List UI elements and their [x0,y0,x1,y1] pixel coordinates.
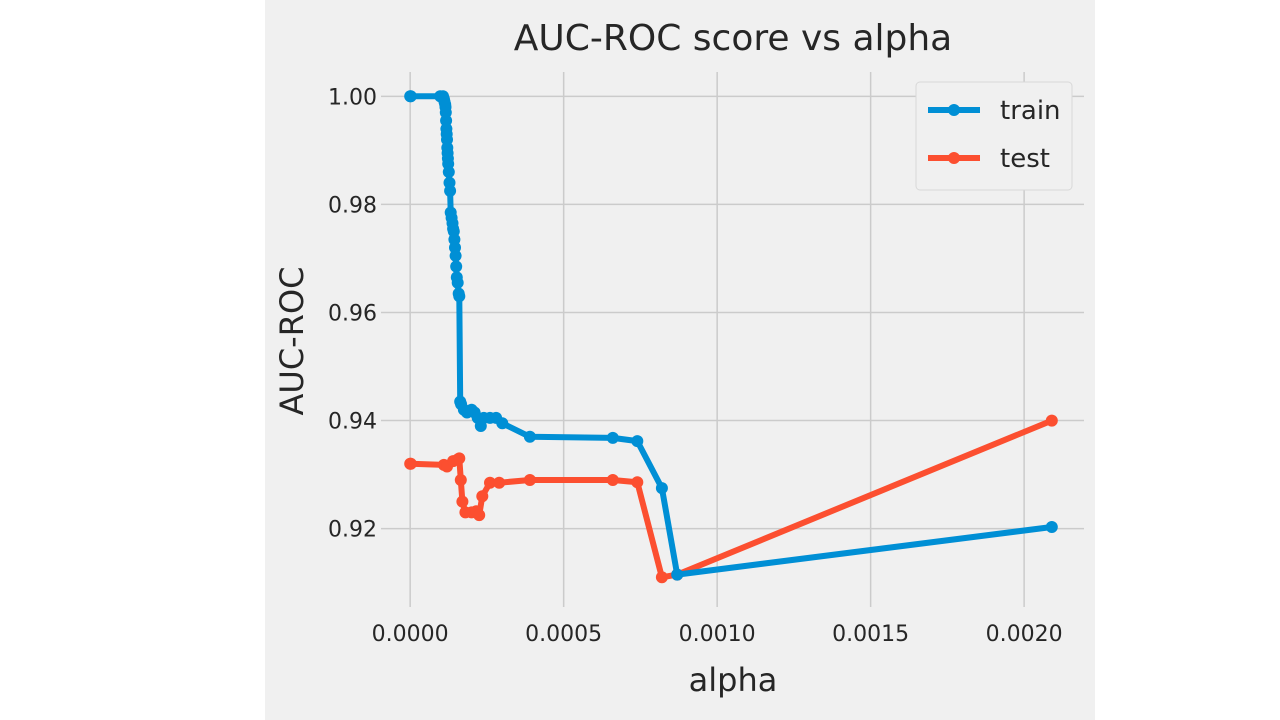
data-point-test [631,476,644,489]
x-tick-label: 0.0010 [679,622,756,647]
data-point-train [671,568,684,581]
data-point-train [1045,521,1058,533]
data-point-train [453,290,466,303]
data-point-test [1045,414,1058,427]
data-point-test [473,509,486,522]
chart-title: AUC-ROC score vs alpha [514,18,953,59]
series-group [404,90,1058,584]
x-tick-label: 0.0015 [832,622,909,647]
x-tick-label: 0.0005 [525,622,602,647]
legend-test-marker [948,152,960,164]
legend-train-label: train [1000,96,1061,126]
legend: train test [915,81,1073,191]
data-point-train [523,430,536,443]
legend-train-marker [948,104,960,116]
y-tick-label: 0.98 [328,193,377,218]
data-point-train [631,435,644,448]
data-point-test [456,495,469,508]
y-tick-label: 0.94 [328,410,377,435]
data-point-test [655,571,668,584]
x-tick-label: 0.0000 [372,622,449,647]
data-point-train [404,90,417,103]
data-point-test [454,474,467,486]
data-point-test [493,476,506,489]
y-tick-label: 0.96 [328,301,377,326]
data-point-test [453,452,466,465]
data-point-test [404,457,417,470]
y-tick-label: 0.92 [328,518,377,543]
data-point-train [451,276,464,289]
data-point-train [496,417,509,430]
tick-labels: 0.0000 0.0005 0.0010 0.0015 0.0020 0.92 0.94 0.… [328,85,1063,647]
data-point-train [444,184,457,197]
data-point-train [442,166,455,178]
data-point-train [449,249,462,262]
data-point-train [655,482,668,495]
y-axis-title: AUC-ROC [273,267,311,416]
data-point-test [484,476,496,489]
data-point-test [476,490,489,503]
y-tick-label: 1.00 [328,85,377,110]
data-point-test [606,474,619,486]
data-point-train [606,431,619,444]
x-axis-title: alpha [689,661,778,699]
legend-test-label: test [1000,144,1050,174]
data-point-train [450,260,463,273]
x-tick-label: 0.0020 [986,622,1063,647]
data-point-test [523,474,536,486]
